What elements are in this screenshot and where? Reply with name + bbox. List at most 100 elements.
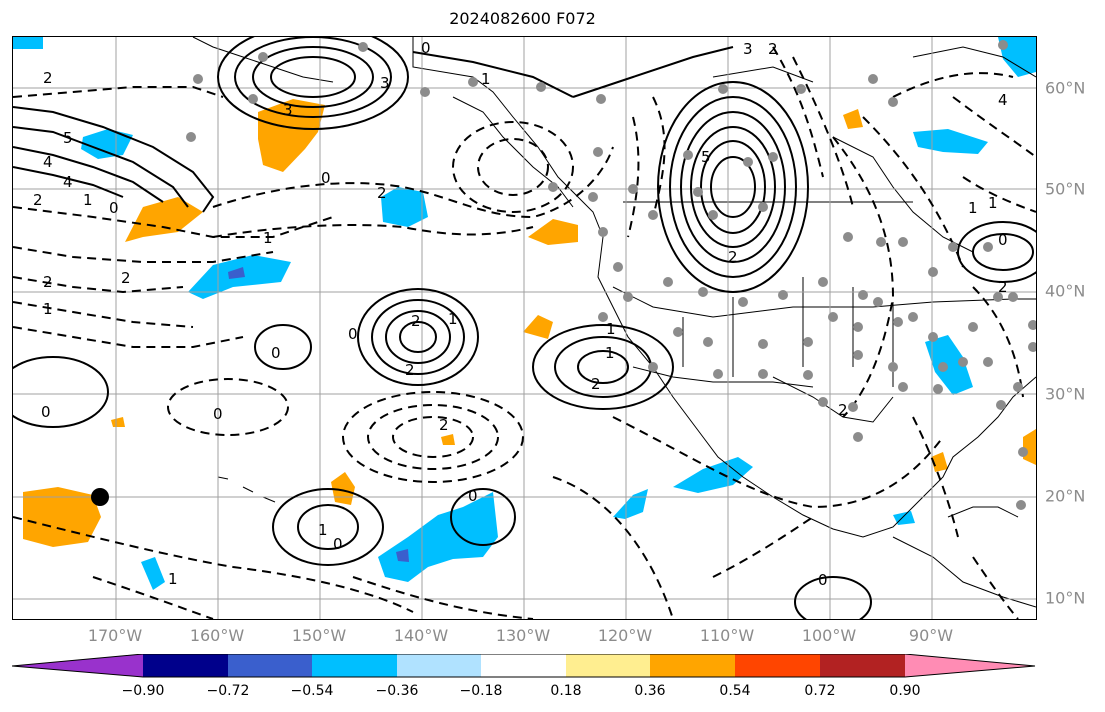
shade-blue-1 — [13, 37, 43, 49]
contour-label: 1 — [43, 300, 53, 318]
lon-label: 130°W — [495, 626, 551, 645]
colorbar-segment — [312, 654, 397, 677]
contour-label: 5 — [701, 148, 711, 166]
contour-label: 2 — [998, 278, 1008, 296]
contour-label: 3 — [743, 40, 753, 58]
contour-label: 1 — [606, 320, 616, 338]
contour-label: 2 — [768, 40, 778, 58]
colorbar-tick-label: 0.54 — [719, 683, 751, 699]
contour-label: 1 — [83, 191, 93, 209]
contour-label: 2 — [377, 184, 387, 202]
lon-label: 150°W — [291, 626, 347, 645]
colorbar-tick-label: 0.36 — [634, 683, 666, 699]
contour-label: 0 — [109, 199, 119, 217]
contour-label: 0 — [41, 403, 51, 421]
contour-label: 4 — [998, 91, 1008, 109]
shade-orange-4 — [523, 315, 553, 339]
shade-blue-12 — [893, 511, 915, 525]
contour-label: 0 — [348, 325, 358, 343]
lat-label: 30°N — [1045, 384, 1086, 404]
shade-orange-3 — [528, 219, 578, 245]
contour-label: 2 — [838, 401, 848, 419]
lon-label: 170°W — [87, 626, 143, 645]
map-canvas: 0 2 1 3 5 4 2 1 0 2 1 2 1 0 2 0 2 1 2 0 … — [13, 37, 1036, 619]
contour-label: 1 — [168, 570, 178, 588]
shade-orange-10 — [441, 434, 455, 445]
contour-label: 0 — [818, 571, 828, 589]
contour-label: 2 — [43, 69, 53, 87]
lat-label: 20°N — [1045, 486, 1086, 506]
shade-blue-8 — [378, 492, 498, 582]
colorbar-tick-label: 0.72 — [804, 683, 836, 699]
station-dots — [186, 40, 1036, 510]
lat-label: 60°N — [1045, 78, 1086, 98]
shade-blue-2 — [81, 129, 133, 159]
lat-label: 40°N — [1045, 281, 1086, 301]
colorbar-segment — [397, 654, 481, 677]
shade-blue-8b — [396, 549, 409, 562]
contour-label: 1 — [968, 199, 978, 217]
lon-label: 110°W — [699, 626, 755, 645]
colorbar-tick-label: −0.72 — [206, 683, 250, 699]
shade-orange-11 — [111, 417, 125, 427]
colorbar-segment — [228, 654, 312, 677]
lon-label: 90°W — [908, 626, 954, 645]
lat-label: 50°N — [1045, 179, 1086, 199]
contour-label: 2 — [43, 273, 53, 291]
contour-label: 3 — [380, 74, 390, 92]
colorbar-tick-label: 0.18 — [550, 683, 582, 699]
contour-label: 3 — [283, 101, 293, 119]
shade-orange-9 — [1023, 429, 1036, 465]
contour-label: 1 — [263, 229, 273, 247]
lon-label: 140°W — [393, 626, 449, 645]
colorbar-segments — [12, 654, 1035, 677]
contour-label: 1 — [448, 310, 458, 328]
contour-label: 2 — [591, 375, 601, 393]
contour-label: 0 — [333, 535, 343, 553]
colorbar-segment — [566, 654, 650, 677]
colorbar-segment — [143, 654, 228, 677]
colorbar-segment — [905, 654, 1035, 677]
shade-blue-4b — [228, 267, 245, 279]
colorbar — [12, 654, 1036, 678]
contour-label: 0 — [998, 231, 1008, 249]
contour-label: 0 — [271, 344, 281, 362]
contour-label: 0 — [321, 169, 331, 187]
contour-labels: 0 2 1 3 5 4 2 1 0 2 1 2 1 0 2 0 2 1 2 0 … — [33, 39, 1008, 589]
colorbar-tick-label: −0.36 — [375, 683, 419, 699]
colorbar-tick-label: −0.54 — [290, 683, 334, 699]
colorbar-segment — [735, 654, 820, 677]
lon-label: 160°W — [189, 626, 245, 645]
colorbar-segment — [481, 654, 566, 677]
contour-label: 2 — [439, 416, 449, 434]
shade-blue-11 — [141, 557, 165, 590]
contour-label: 2 — [728, 248, 738, 266]
contour-label: 5 — [63, 129, 73, 147]
contour-label: 4 — [43, 153, 53, 171]
shade-blue-9 — [673, 457, 753, 493]
shade-orange-8 — [931, 452, 948, 472]
contour-label: 4 — [63, 173, 73, 191]
contour-label: 1 — [605, 344, 615, 362]
shade-orange-5 — [843, 109, 863, 129]
gridlines — [13, 37, 1036, 619]
contour-label: 2 — [405, 361, 415, 379]
colorbar-segment — [820, 654, 905, 677]
shade-blue-10 — [613, 489, 648, 519]
contour-label: 1 — [988, 194, 998, 212]
contour-label: 1 — [318, 521, 328, 539]
negative-contours — [13, 46, 1036, 619]
contour-label: 1 — [481, 70, 491, 88]
contour-label: 0 — [421, 39, 431, 57]
shade-orange-2 — [125, 197, 203, 242]
shade-blue-7 — [925, 335, 973, 395]
lon-label: 100°W — [801, 626, 857, 645]
marker-dot — [91, 488, 109, 506]
contour-label: 2 — [121, 269, 131, 287]
contour-label: 2 — [411, 312, 421, 330]
shade-orange-6 — [23, 487, 101, 547]
colorbar-tick-label: −0.18 — [459, 683, 503, 699]
shade-blue-3 — [381, 187, 428, 227]
contour-label: 0 — [213, 405, 223, 423]
contour-label: 2 — [33, 191, 43, 209]
